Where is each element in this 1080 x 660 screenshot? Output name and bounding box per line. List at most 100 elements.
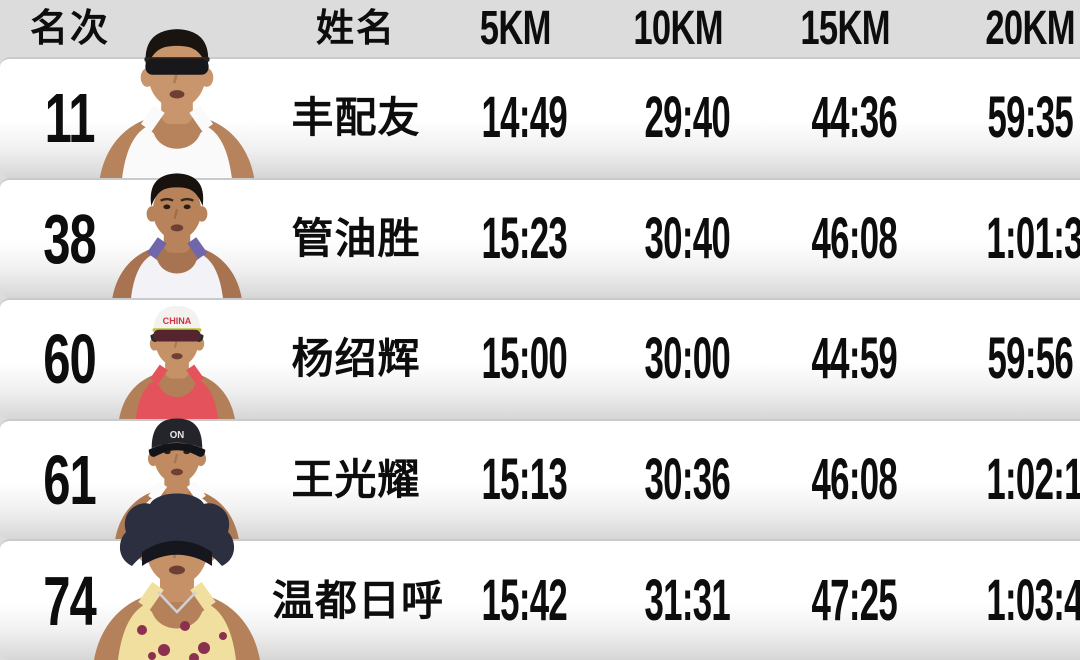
rank-value: 38: [43, 199, 98, 278]
rank-value: 60: [43, 320, 98, 399]
header-name: 姓名: [272, 10, 440, 48]
head: [153, 428, 201, 484]
singlet: [135, 380, 219, 419]
mouth: [170, 224, 184, 232]
header-20km: 20KM: [948, 1, 1080, 55]
shoulders: [119, 370, 235, 419]
split-15km-value: 44:59: [811, 326, 898, 392]
header-15km: 15KM: [783, 1, 907, 55]
table-header-row: 名次 姓名 5KM 10KM 15KM 20KM: [0, 0, 1080, 57]
split-15km-value: 46:08: [811, 447, 898, 513]
split-15km-value: 44:36: [811, 85, 898, 151]
mouth: [171, 469, 183, 476]
header-10km: 10KM: [616, 1, 740, 55]
singlet-strap-left: [149, 364, 168, 384]
header-rank: 名次: [24, 10, 116, 48]
ear-left: [146, 206, 158, 222]
split-5km-cell: 14:49: [453, 89, 577, 147]
nose-shade: [173, 209, 179, 220]
singlet-strap-right: [190, 581, 216, 610]
header-rank-label: 名次: [29, 7, 110, 50]
runner-name: 丰配友: [291, 94, 421, 142]
singlet-strap-right: [186, 364, 205, 384]
rank-cell: 60: [24, 324, 116, 394]
split-5km-cell: 15:13: [453, 451, 577, 509]
runner-name-cell: 王光耀: [272, 459, 440, 501]
rank-cell: 11: [24, 83, 116, 153]
runner-name-cell: 温都日呼: [272, 579, 443, 622]
split-10km-cell: 29:40: [616, 89, 740, 147]
head: [155, 314, 199, 367]
table-body: 11: [0, 28, 1080, 660]
table-row: 74: [0, 493, 1080, 660]
split-20km-cell: 1:02:10: [948, 451, 1080, 509]
header-15km-label: 15KM: [800, 1, 890, 55]
eyes: [160, 443, 194, 455]
split-10km-value: 30:00: [644, 326, 731, 392]
split-10km-cell: 30:36: [616, 451, 740, 509]
ear-right: [195, 451, 207, 467]
singlet-strap-left: [140, 105, 165, 132]
runner-name: 管油胜: [291, 214, 421, 262]
header-5km: 5KM: [453, 1, 577, 55]
ear-left: [147, 451, 159, 467]
ear-right: [194, 336, 205, 351]
split-20km-cell: 59:35: [948, 89, 1080, 147]
split-5km-value: 14:49: [481, 85, 568, 151]
runner-name: 杨绍辉: [291, 335, 421, 383]
split-20km-value: 1:01:38: [986, 205, 1080, 271]
rank-cell: 61: [24, 445, 116, 515]
ear-left: [138, 541, 152, 562]
split-15km-cell: 44:36: [783, 89, 907, 147]
split-10km-value: 31:31: [644, 567, 731, 633]
runner-name-cell: 丰配友: [272, 97, 440, 139]
headband: [142, 540, 212, 566]
cap-logo-text: ON: [170, 430, 185, 441]
ear-left: [149, 336, 160, 351]
rank-value: 11: [45, 79, 96, 158]
split-10km-cell: 31:31: [616, 567, 740, 633]
rank-value: 74: [43, 561, 98, 640]
split-5km-value: 15:00: [481, 326, 568, 392]
nose-shade: [172, 545, 179, 559]
rank-cell: 38: [24, 204, 116, 274]
split-5km-cell: 15:23: [453, 205, 577, 271]
split-20km-value: 59:35: [987, 85, 1073, 151]
split-15km-cell: 46:08: [783, 209, 907, 268]
split-5km-value: 15:23: [481, 205, 568, 271]
neck: [163, 224, 191, 254]
shoulders: [99, 113, 255, 178]
split-20km-value: 1:02:10: [986, 447, 1080, 513]
cap: [148, 418, 206, 458]
rank-cell: 74: [24, 566, 116, 636]
table-row: 11: [0, 28, 1080, 178]
cap-logo-text: CHINA: [163, 316, 192, 326]
header-20km-label: 20KM: [985, 1, 1075, 55]
split-10km-value: 30:40: [644, 205, 731, 271]
neck: [164, 469, 190, 497]
singlet: [131, 255, 223, 299]
runner-name-cell: 管油胜: [272, 214, 440, 262]
singlet: [118, 604, 236, 660]
header-10km-label: 10KM: [633, 1, 723, 55]
runner-name: 温都日呼: [272, 576, 445, 624]
nose-shade: [172, 71, 179, 84]
split-10km-value: 29:40: [644, 85, 731, 151]
split-20km-cell: 1:01:38: [948, 205, 1080, 271]
singlet-strap-left: [138, 581, 164, 610]
split-5km-cell: 15:00: [453, 330, 577, 388]
split-15km-cell: 46:08: [783, 451, 907, 509]
nose-shade: [173, 338, 179, 348]
ear-right: [202, 541, 216, 562]
split-15km-cell: 44:59: [783, 330, 907, 388]
ear-right: [196, 206, 208, 222]
nose-shade: [173, 454, 179, 464]
shoulders: [115, 488, 239, 540]
split-10km-cell: 30:00: [616, 330, 740, 388]
mouth: [171, 352, 183, 360]
split-15km-cell: 47:25: [783, 571, 907, 630]
head: [152, 182, 202, 240]
header-5km-label: 5KM: [479, 1, 552, 55]
floral-pattern: [137, 620, 227, 660]
